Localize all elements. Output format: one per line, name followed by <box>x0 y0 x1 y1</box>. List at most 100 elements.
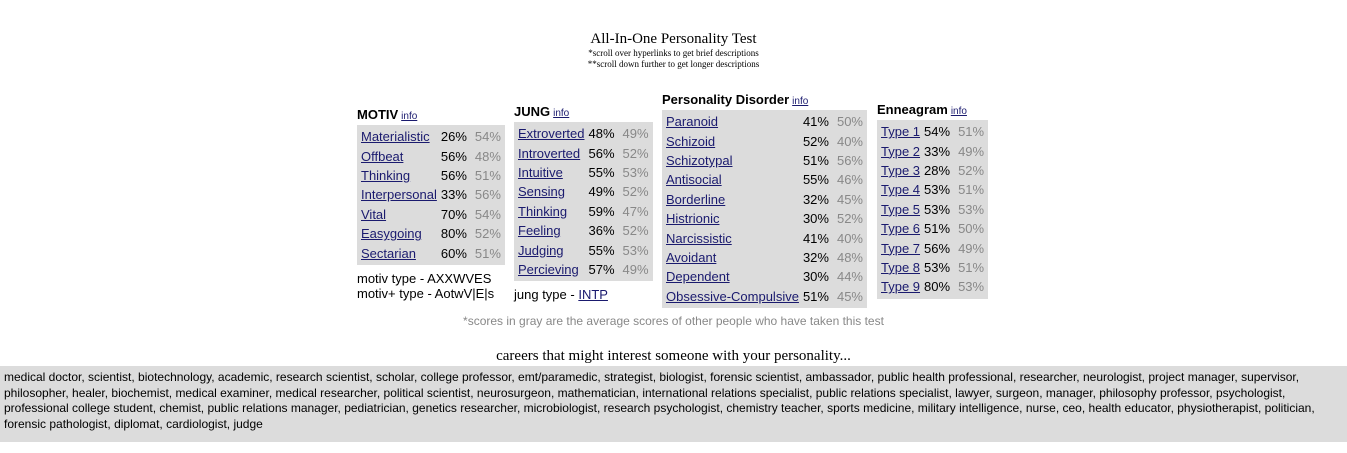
trait-link[interactable]: Schizotypal <box>666 152 733 168</box>
score-value: 32% <box>802 191 829 207</box>
trait-link[interactable]: Easygoing <box>361 226 422 242</box>
trait-link[interactable]: Obsessive-Compulsive <box>666 288 799 304</box>
score-value: 53% <box>924 259 951 275</box>
trait-link[interactable]: Type 1 <box>881 124 921 140</box>
trait-link[interactable]: Schizoid <box>666 133 716 149</box>
score-row: Materialistic 26% 54% <box>361 127 501 146</box>
jung-scores-box: Extroverted 48% 49% Introverted 56% 52% Intuit… <box>514 122 653 282</box>
pd-scores-box: Paranoid 41% 50% Schizoid 52% 40% Schizotypal 5… <box>662 110 867 308</box>
score-row: Avoidant 32% 48% <box>666 248 863 267</box>
score-value: 51% <box>802 288 829 304</box>
trait-link[interactable]: Type 9 <box>881 279 921 295</box>
trait-link[interactable]: Extroverted <box>518 126 585 142</box>
trait-link[interactable]: Type 3 <box>881 162 921 178</box>
score-value: 52% <box>802 133 829 149</box>
score-value: 30% <box>802 211 829 227</box>
trait-link[interactable]: Vital <box>361 206 387 222</box>
jung-info-link[interactable]: info <box>553 108 570 119</box>
trait-link[interactable]: Materialistic <box>361 129 430 145</box>
average-score-value: 51% <box>474 245 501 261</box>
average-scores-note: *scores in gray are the average scores o… <box>463 314 884 328</box>
average-score-value: 44% <box>836 269 863 285</box>
score-row: Antisocial 55% 46% <box>666 170 863 189</box>
trait-cell: Paranoid <box>666 112 799 131</box>
score-row: Type 8 53% 51% <box>881 258 984 277</box>
trait-link[interactable]: Antisocial <box>666 172 722 188</box>
average-score-value: 49% <box>958 240 985 256</box>
average-score-value: 50% <box>836 114 863 130</box>
average-score-value: 51% <box>958 259 985 275</box>
jung-type: jung type - INTP <box>514 287 608 303</box>
score-row: Type 4 53% 51% <box>881 180 984 199</box>
trait-cell: Materialistic <box>361 127 437 146</box>
trait-link[interactable]: Type 6 <box>881 221 921 237</box>
average-score-value: 52% <box>958 162 985 178</box>
trait-link[interactable]: Interpersonal <box>361 187 437 203</box>
careers-heading: careers that might interest someone with… <box>496 348 851 364</box>
jung-heading: JUNG info <box>514 104 570 119</box>
motiv-section: MOTIV info Materialistic 26% 54% Offbeat 56% 4… <box>357 107 505 301</box>
trait-link[interactable]: Type 4 <box>881 182 921 198</box>
trait-cell: Sectarian <box>361 243 437 262</box>
motiv-table: Materialistic 26% 54% Offbeat 56% 48% Thinking… <box>361 127 501 263</box>
score-value: 36% <box>588 223 615 239</box>
score-value: 26% <box>440 129 467 145</box>
enneagram-scores-box: Type 1 54% 51% Type 2 33% 49% Type 3 28% 52% Type… <box>877 120 989 299</box>
trait-link[interactable]: Intuitive <box>518 164 563 180</box>
score-row: Type 1 54% 51% <box>881 122 984 141</box>
trait-link[interactable]: Offbeat <box>361 148 404 164</box>
trait-link[interactable]: Feeling <box>518 223 561 239</box>
trait-link[interactable]: Thinking <box>518 203 568 219</box>
trait-link[interactable]: Judging <box>518 242 564 258</box>
trait-link[interactable]: Sensing <box>518 184 565 200</box>
enneagram-table: Type 1 54% 51% Type 2 33% 49% Type 3 28% 52% Type… <box>881 122 984 297</box>
trait-cell: Judging <box>518 240 584 259</box>
score-row: Paranoid 41% 50% <box>666 112 863 131</box>
trait-link[interactable]: Introverted <box>518 145 581 161</box>
score-value: 41% <box>802 114 829 130</box>
trait-link[interactable]: Paranoid <box>666 114 719 130</box>
score-row: Judging 55% 53% <box>518 240 649 259</box>
trait-cell: Schizotypal <box>666 151 799 170</box>
trait-link[interactable]: Type 8 <box>881 259 921 275</box>
score-row: Borderline 32% 45% <box>666 190 863 209</box>
trait-link[interactable]: Type 5 <box>881 201 921 217</box>
score-value: 56% <box>924 240 951 256</box>
enneagram-info-link[interactable]: info <box>950 106 967 117</box>
trait-link[interactable]: Narcissistic <box>666 230 732 246</box>
score-row: Type 9 80% 53% <box>881 277 984 296</box>
motiv-info-link[interactable]: info <box>401 111 418 122</box>
average-score-value: 49% <box>622 261 649 277</box>
trait-cell: Type 5 <box>881 200 920 219</box>
jung-section: JUNG info Extroverted 48% 49% Introverted 56%… <box>514 104 653 302</box>
score-row: Offbeat 56% 48% <box>361 146 501 165</box>
trait-link[interactable]: Type 2 <box>881 143 921 159</box>
score-row: Type 7 56% 49% <box>881 238 984 257</box>
score-value: 33% <box>924 143 951 159</box>
average-score-value: 45% <box>836 191 863 207</box>
jung-type-link[interactable]: INTP <box>578 287 608 303</box>
average-score-value: 52% <box>474 226 501 242</box>
trait-cell: Schizoid <box>666 131 799 150</box>
trait-link[interactable]: Sectarian <box>361 245 416 261</box>
trait-link[interactable]: Histrionic <box>666 211 720 227</box>
trait-link[interactable]: Type 7 <box>881 240 921 256</box>
score-row: Extroverted 48% 49% <box>518 124 649 143</box>
trait-link[interactable]: Avoidant <box>666 249 717 265</box>
trait-link[interactable]: Dependent <box>666 269 730 285</box>
score-row: Histrionic 30% 52% <box>666 209 863 228</box>
average-score-value: 52% <box>622 223 649 239</box>
trait-link[interactable]: Percieving <box>518 261 579 277</box>
trait-link[interactable]: Thinking <box>361 167 411 183</box>
score-value: 48% <box>588 126 615 142</box>
trait-cell: Narcissistic <box>666 228 799 247</box>
score-value: 55% <box>588 242 615 258</box>
score-value: 55% <box>588 164 615 180</box>
careers-list: medical doctor, scientist, biotechnology… <box>0 366 1347 442</box>
average-score-value: 45% <box>836 288 863 304</box>
score-value: 80% <box>924 279 951 295</box>
trait-link[interactable]: Borderline <box>666 191 726 207</box>
trait-cell: Type 7 <box>881 238 920 257</box>
jung-table: Extroverted 48% 49% Introverted 56% 52% Intuit… <box>518 124 649 279</box>
pd-info-link[interactable]: info <box>792 96 809 107</box>
